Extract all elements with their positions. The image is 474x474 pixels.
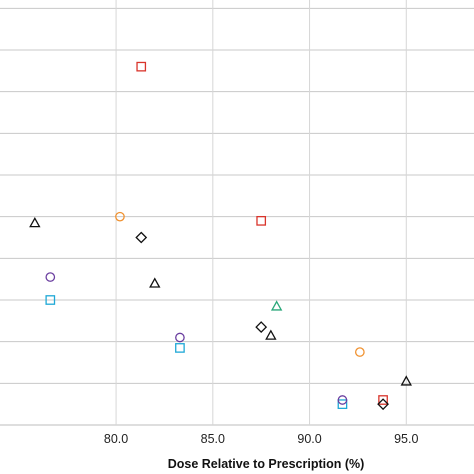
- x-tick-label: 95.0: [394, 432, 418, 446]
- x-axis-ticks: 80.0 85.0 90.0 95.0: [104, 432, 419, 446]
- data-point-square: [378, 395, 388, 405]
- data-point-triangle: [270, 300, 283, 311]
- data-point-triangle: [149, 277, 161, 288]
- data-point-circle: [115, 211, 125, 222]
- data-point-square: [45, 295, 56, 305]
- data-point-triangle: [29, 216, 41, 228]
- x-axis-title: Dose Relative to Prescription (%): [168, 457, 365, 471]
- data-point-triangle: [400, 375, 412, 386]
- x-tick-label: 90.0: [297, 432, 321, 446]
- data-point-circle: [45, 272, 56, 282]
- data-point-circle: [175, 332, 185, 343]
- data-point-square: [136, 61, 147, 72]
- gridlines: [0, 0, 474, 426]
- data-point-circle: [355, 347, 365, 357]
- data-point-diamond: [377, 398, 389, 411]
- data-point-circle: [337, 395, 348, 405]
- data-point-diamond: [255, 321, 268, 334]
- x-tick-label: 80.0: [104, 432, 128, 446]
- data-points: [29, 61, 412, 411]
- data-point-square: [256, 215, 267, 226]
- data-point-triangle: [265, 329, 277, 340]
- data-point-square: [175, 343, 185, 353]
- data-point-diamond: [135, 231, 148, 244]
- x-tick-label: 85.0: [201, 432, 225, 446]
- data-point-square: [337, 399, 348, 410]
